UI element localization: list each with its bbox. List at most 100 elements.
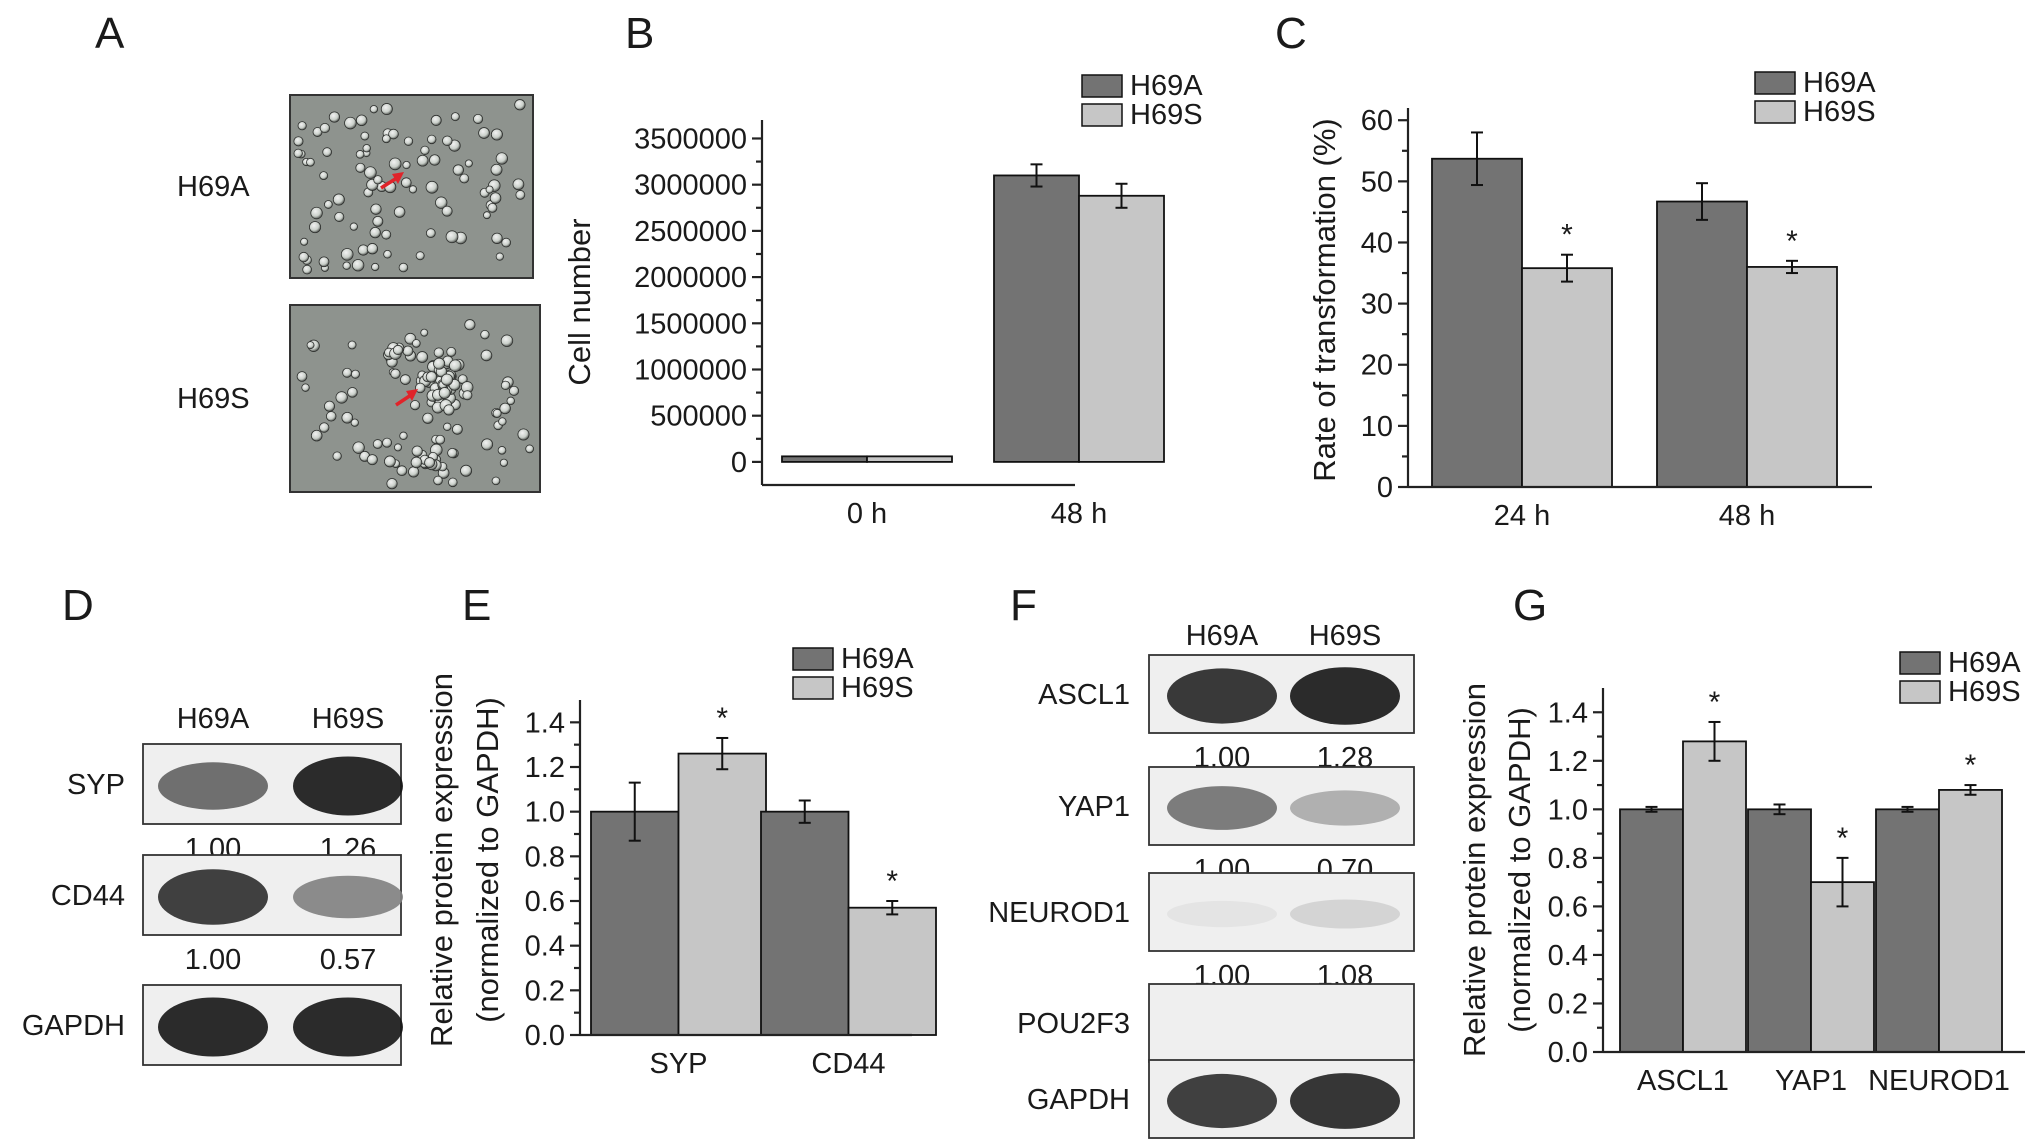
legend-label-h69s: H69S: [1948, 676, 2021, 708]
y-tick-label: 3000000: [634, 170, 747, 202]
cell: [332, 193, 345, 206]
bar-h69a-0: [590, 810, 680, 1036]
cell: [442, 135, 453, 147]
band-yap1-lane1: [1167, 786, 1277, 830]
cell: [382, 437, 393, 448]
cell: [416, 154, 429, 167]
cell: [306, 341, 315, 350]
bar-h69a-0: [781, 455, 868, 463]
cell: [464, 159, 473, 168]
significance-star: *: [1561, 219, 1573, 252]
row-label-h69a: H69A: [177, 171, 250, 203]
lane-header-h69a: H69A: [1186, 620, 1259, 652]
cell: [351, 259, 365, 272]
cell: [495, 152, 508, 165]
cell: [369, 226, 381, 239]
y-tick-label: 0.4: [525, 931, 565, 963]
cell: [328, 111, 341, 123]
cell: [408, 466, 420, 478]
y-tick-label: 0.6: [1548, 891, 1588, 923]
cell: [427, 134, 437, 145]
cell: [415, 382, 426, 394]
cell: [371, 262, 380, 272]
y-tick-label: 2500000: [634, 216, 747, 248]
cell: [399, 431, 408, 441]
x-tick-label: 48 h: [1719, 500, 1775, 532]
band-ascl1-lane1: [1167, 668, 1277, 724]
cell: [425, 180, 439, 194]
significance-star: *: [716, 702, 728, 735]
y-tick-label: 0: [1377, 472, 1393, 504]
band-yap1-lane2: [1290, 790, 1400, 826]
cell: [335, 391, 348, 404]
bar-h69a-0: [1619, 808, 1684, 1053]
bar-h69a-1: [993, 174, 1080, 463]
cell: [355, 150, 365, 159]
y-tick-label: 10: [1361, 411, 1393, 443]
cell: [410, 456, 423, 469]
y-tick-label: 0.4: [1548, 940, 1588, 972]
cell: [318, 256, 330, 268]
cell: [373, 175, 383, 185]
cell: [309, 221, 322, 234]
panel-label-c: C: [1275, 9, 1307, 58]
y-tick-label: 0.2: [525, 975, 565, 1007]
cell: [300, 237, 309, 246]
y-tick-label: 1.4: [1548, 697, 1588, 729]
cell: [429, 154, 441, 166]
cell: [416, 351, 429, 363]
x-tick-label: SYP: [649, 1048, 707, 1080]
cell: [478, 127, 490, 139]
cell: [473, 113, 484, 124]
cell: [450, 112, 460, 122]
cell: [370, 203, 382, 215]
cell: [415, 251, 425, 261]
cell: [508, 385, 520, 396]
cell: [400, 374, 411, 385]
micrograph-h69s: [289, 304, 541, 493]
y-tick-label: 500000: [650, 401, 747, 433]
cell: [452, 423, 463, 435]
cell: [390, 368, 401, 379]
panel-label-a: A: [95, 9, 125, 58]
band-gapdh-lane2: [293, 997, 403, 1057]
y-tick-label: 1000000: [634, 354, 747, 386]
cell: [334, 211, 345, 222]
cell: [445, 230, 459, 244]
blot-box-pou2f3: [1148, 983, 1415, 1063]
band-syp-lane2: [293, 756, 403, 816]
cell: [393, 206, 406, 218]
y-tick-label: 0.8: [525, 841, 565, 873]
cell: [435, 196, 448, 209]
cell: [462, 390, 473, 401]
band-quant-cd44: 1.00: [185, 944, 241, 976]
significance-star: *: [886, 865, 898, 898]
legend-label-h69a: H69A: [1948, 647, 2021, 679]
band-label-gapdh: GAPDH: [1027, 1084, 1130, 1116]
cell: [412, 339, 421, 348]
cell: [398, 262, 409, 273]
y-axis-label: Relative protein expression: [1457, 683, 1492, 1057]
cell: [433, 475, 443, 486]
legend-swatch-h69s: [1081, 103, 1123, 127]
x-tick-label: NEUROD1: [1868, 1065, 2010, 1097]
cell: [380, 103, 393, 116]
band-neurod1-lane2: [1290, 899, 1400, 929]
legend-swatch-h69s: [792, 676, 834, 700]
band-quant-cd44: 0.57: [320, 944, 376, 976]
cell: [366, 243, 379, 255]
bar-h69s-1: [1746, 266, 1838, 488]
legend-label-h69a: H69A: [1130, 70, 1203, 102]
cell: [443, 404, 455, 416]
cell: [490, 163, 503, 176]
arrow-head-icon: [406, 389, 418, 401]
cell: [517, 428, 530, 441]
cell: [384, 455, 396, 468]
y-axis-label: (normalized to GAPDH): [470, 697, 505, 1023]
y-tick-label: 2000000: [634, 262, 747, 294]
cell: [396, 465, 408, 477]
significance-star: *: [1709, 686, 1721, 719]
cell: [366, 454, 378, 466]
